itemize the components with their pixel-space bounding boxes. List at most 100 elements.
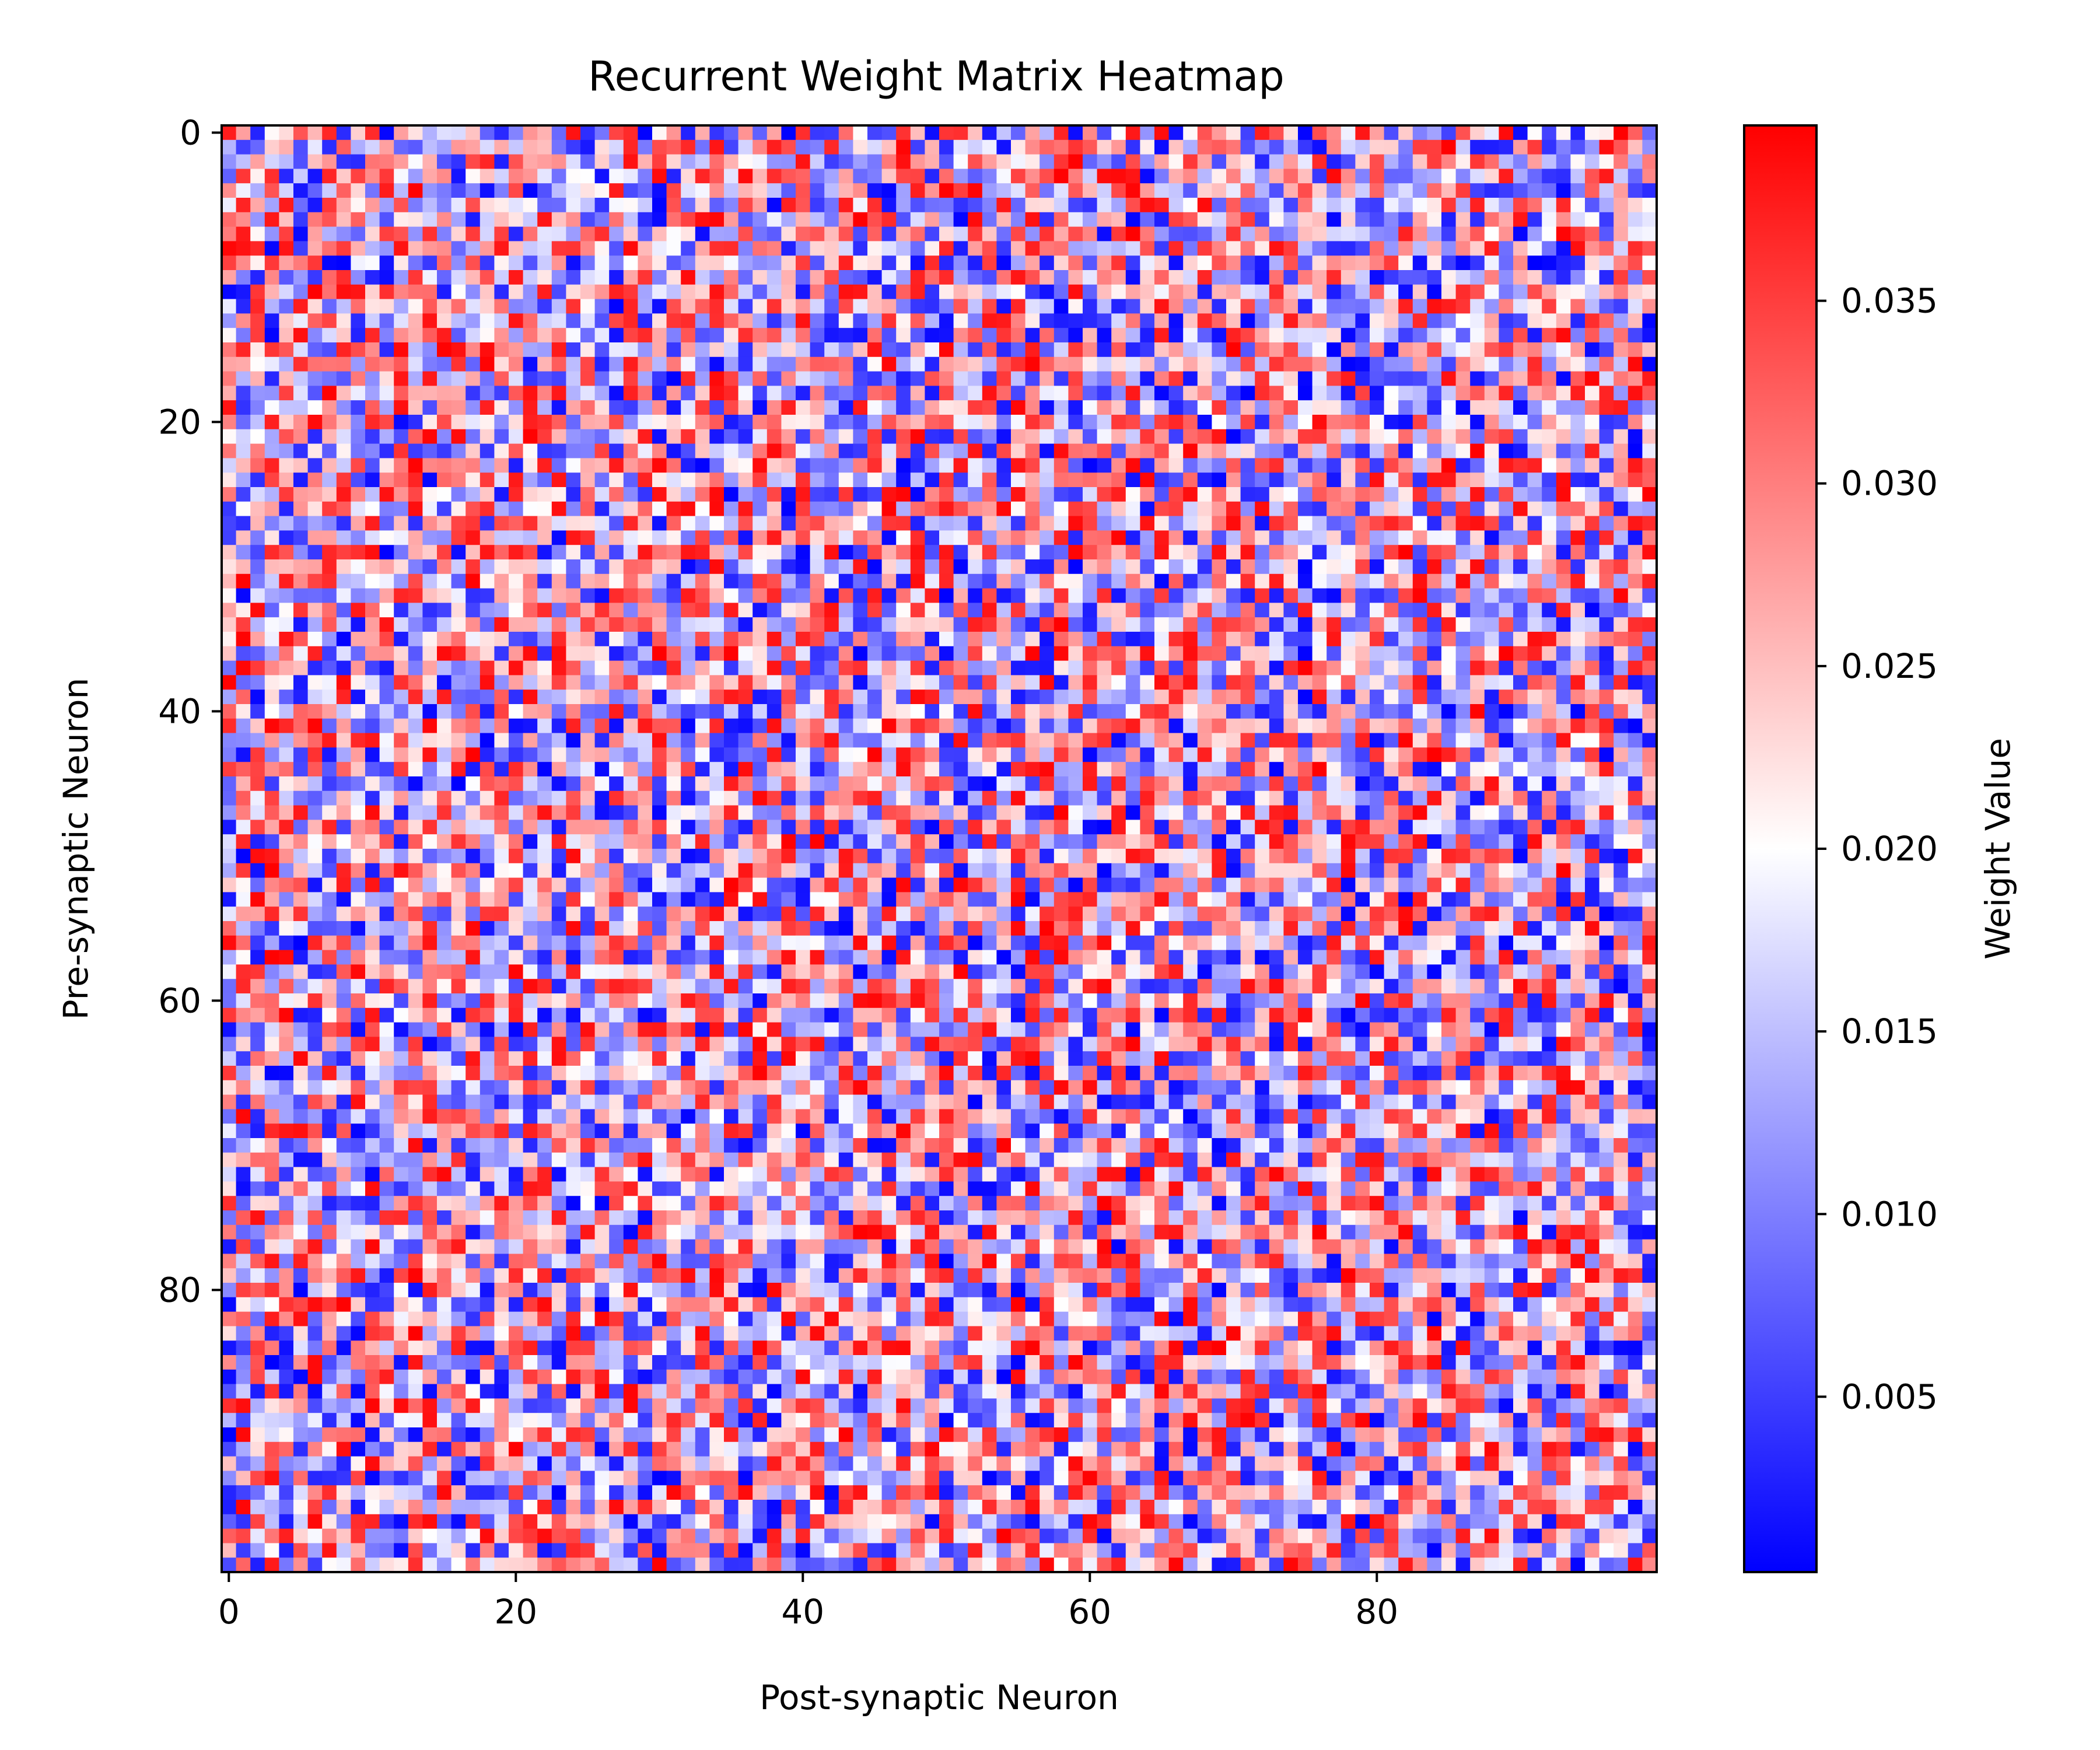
heatmap-cell: [853, 328, 868, 343]
heatmap-cell: [1484, 458, 1499, 473]
heatmap-cell: [953, 573, 968, 589]
heatmap-cell: [365, 820, 380, 835]
heatmap-cell: [810, 371, 825, 386]
heatmap-cell: [1054, 169, 1069, 184]
heatmap-cell: [480, 573, 495, 589]
heatmap-cell: [1197, 284, 1212, 300]
heatmap-cell: [480, 226, 495, 242]
heatmap-cell: [1025, 559, 1040, 575]
heatmap-cell: [408, 415, 423, 430]
heatmap-cell: [1283, 617, 1298, 632]
heatmap-cell: [336, 776, 351, 792]
heatmap-cell: [1484, 603, 1499, 618]
heatmap-cell: [1197, 603, 1212, 618]
heatmap-cell: [752, 733, 768, 748]
heatmap-cell: [1097, 458, 1112, 473]
heatmap-cell: [724, 429, 739, 444]
heatmap-cell: [437, 762, 452, 777]
heatmap-cell: [1326, 356, 1342, 372]
heatmap-cell: [1556, 400, 1571, 415]
heatmap-cell: [351, 530, 366, 545]
heatmap-cell: [752, 473, 768, 488]
heatmap-cell: [1025, 690, 1040, 705]
heatmap-cell: [968, 632, 983, 647]
heatmap-cell: [695, 690, 710, 705]
heatmap-cell: [1283, 834, 1298, 849]
heatmap-cell: [1384, 559, 1399, 575]
heatmap-cell: [1125, 632, 1140, 647]
heatmap-cell: [953, 704, 968, 719]
heatmap-cell: [1499, 212, 1514, 228]
heatmap-cell: [250, 675, 265, 690]
heatmap-cell: [1183, 573, 1198, 589]
heatmap-cell: [824, 212, 839, 228]
heatmap-cell: [1097, 487, 1112, 502]
heatmap-cell: [1412, 284, 1427, 300]
heatmap-cell: [1340, 270, 1356, 285]
heatmap-cell: [695, 241, 710, 256]
heatmap-cell: [1011, 588, 1026, 603]
heatmap-cell: [523, 386, 538, 401]
heatmap-cell: [1168, 718, 1184, 734]
heatmap-cell: [1212, 313, 1227, 328]
heatmap-cell: [1513, 718, 1528, 734]
heatmap-cell: [236, 169, 251, 184]
heatmap-cell: [1484, 516, 1499, 531]
heatmap-cell: [351, 226, 366, 242]
heatmap-cell: [738, 299, 753, 314]
heatmap-cell: [1140, 356, 1155, 372]
heatmap-cell: [1542, 675, 1557, 690]
heatmap-cell: [1255, 559, 1270, 575]
heatmap-cell: [1168, 704, 1184, 719]
heatmap-cell: [1556, 429, 1571, 444]
heatmap-cell: [925, 371, 940, 386]
heatmap-cell: [1097, 241, 1112, 256]
heatmap-cell: [236, 198, 251, 213]
heatmap-cell: [766, 256, 782, 271]
heatmap-cell: [1255, 458, 1270, 473]
heatmap-cell: [1040, 400, 1055, 415]
heatmap-cell: [494, 545, 509, 560]
heatmap-cell: [1398, 183, 1413, 198]
heatmap-cell: [781, 342, 796, 358]
heatmap-cell: [365, 617, 380, 632]
heatmap-cell: [1427, 588, 1442, 603]
heatmap-cell: [250, 501, 265, 517]
heatmap-cell: [796, 386, 811, 401]
heatmap-cell: [1585, 139, 1600, 155]
heatmap-cell: [1513, 617, 1528, 632]
heatmap-cell: [896, 632, 911, 647]
heatmap-cell: [1298, 805, 1313, 820]
heatmap-cell: [322, 313, 337, 328]
heatmap-cell: [422, 588, 438, 603]
heatmap-cell: [566, 660, 581, 676]
heatmap-cell: [1455, 690, 1471, 705]
heatmap-cell: [408, 342, 423, 358]
heatmap-cell: [709, 632, 724, 647]
heatmap-cell: [853, 226, 868, 242]
heatmap-cell: [1040, 125, 1055, 141]
heatmap-cell: [1183, 790, 1198, 806]
heatmap-cell: [896, 443, 911, 459]
heatmap-cell: [681, 805, 696, 820]
heatmap-cell: [695, 545, 710, 560]
heatmap-cell: [968, 212, 983, 228]
heatmap-cell: [1283, 603, 1298, 618]
heatmap-cell: [351, 371, 366, 386]
heatmap-cell: [867, 545, 883, 560]
heatmap-cell: [824, 690, 839, 705]
heatmap-cell: [1427, 183, 1442, 198]
heatmap-cell: [853, 284, 868, 300]
heatmap-cell: [537, 356, 552, 372]
heatmap-cell: [867, 834, 883, 849]
heatmap-cell: [1441, 256, 1457, 271]
heatmap-cell: [1011, 617, 1026, 632]
heatmap-cell: [322, 776, 337, 792]
heatmap-cell: [580, 603, 596, 618]
heatmap-cell: [1412, 790, 1427, 806]
heatmap-cell: [609, 776, 624, 792]
heatmap-cell: [1340, 545, 1356, 560]
heatmap-cell: [1154, 212, 1170, 228]
heatmap-cell: [1470, 328, 1485, 343]
heatmap-cell: [1312, 400, 1327, 415]
